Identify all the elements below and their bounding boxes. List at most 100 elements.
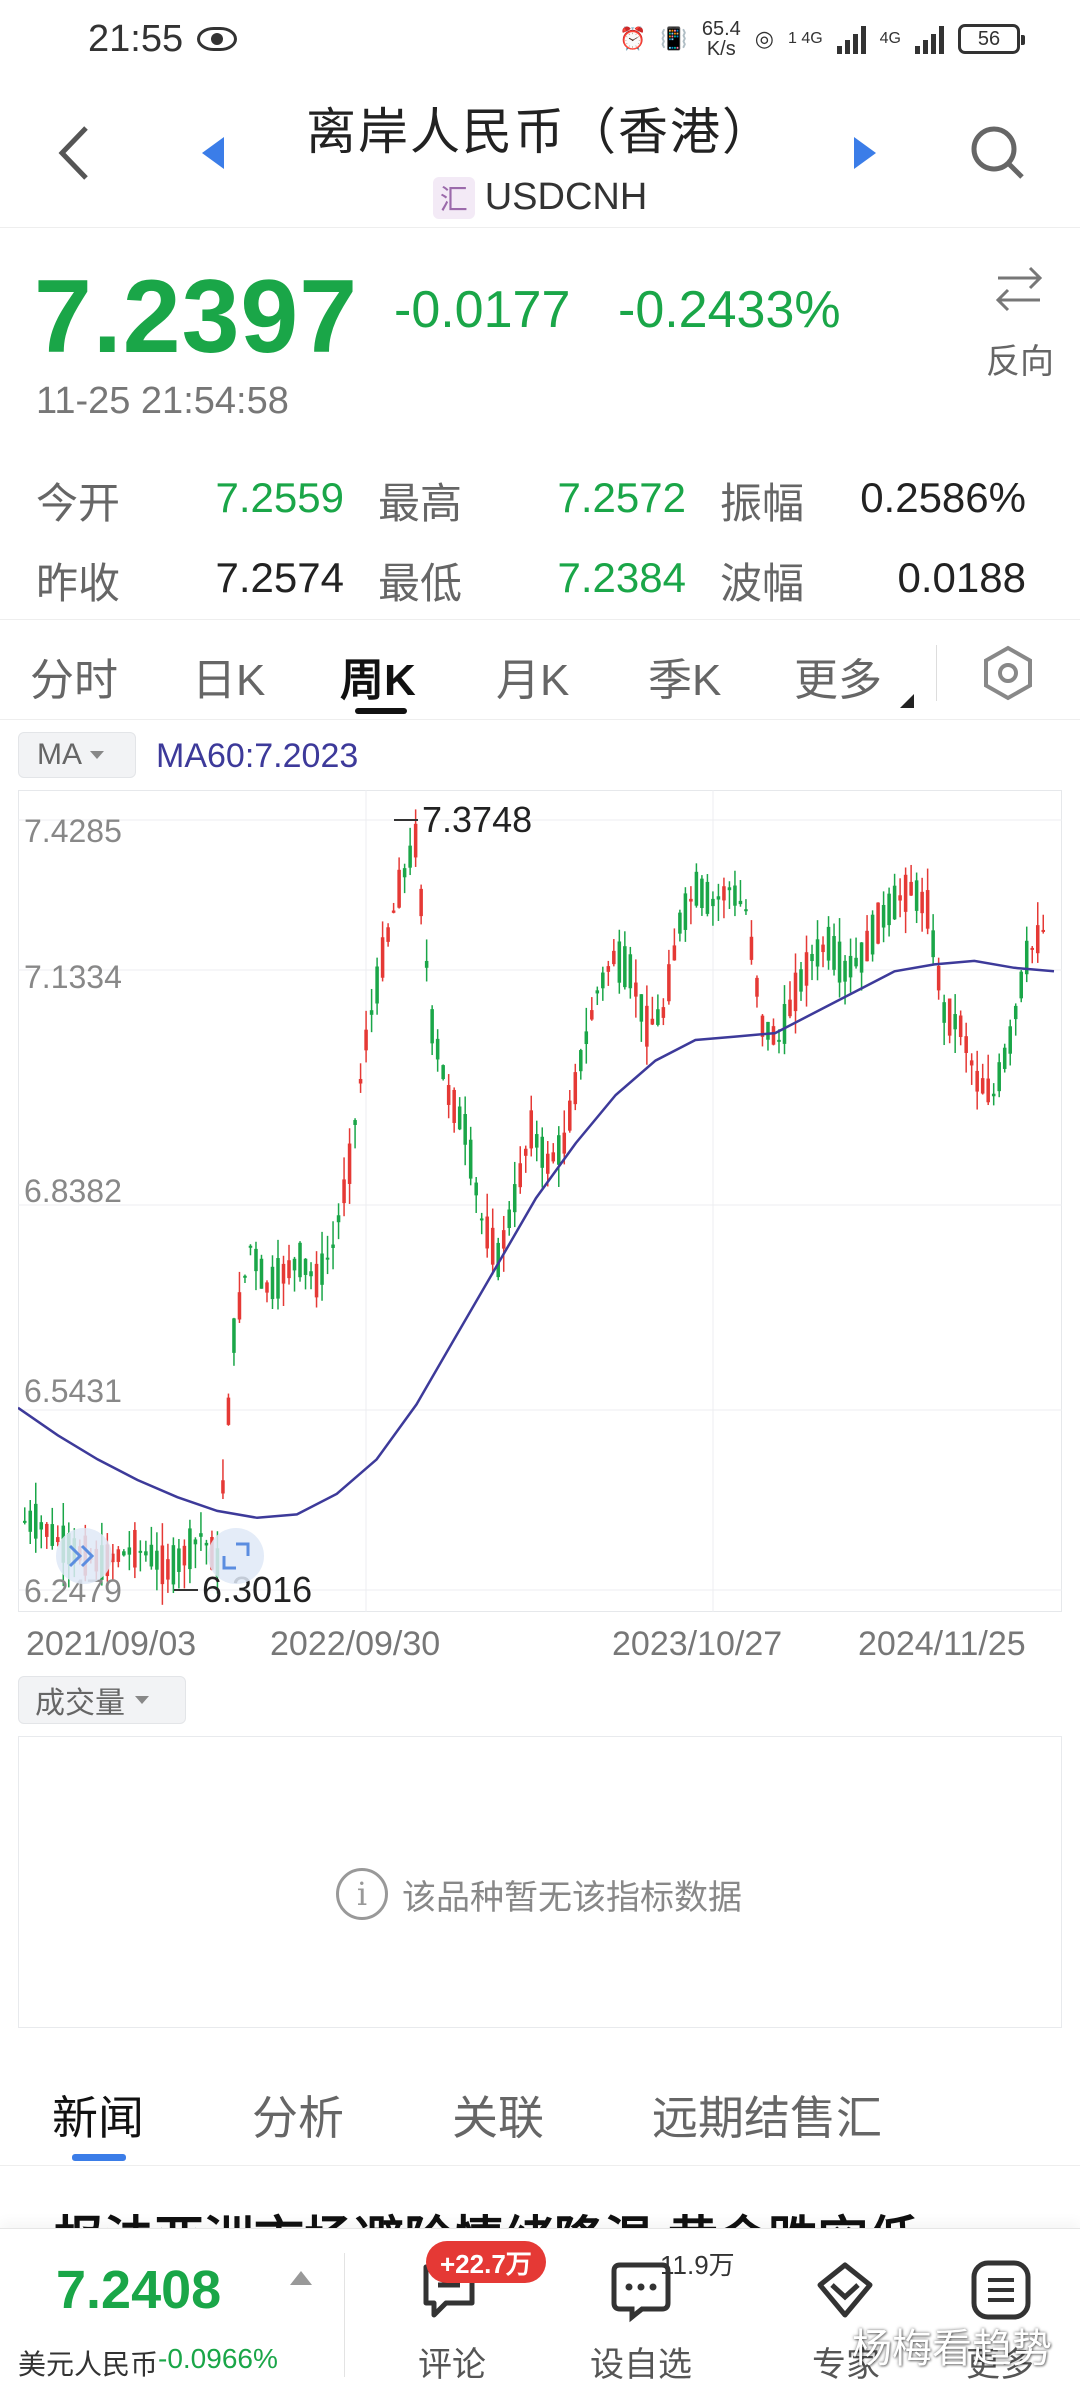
candle-body bbox=[303, 1258, 308, 1275]
candle-body bbox=[276, 1258, 280, 1299]
candle-body bbox=[969, 1060, 974, 1066]
reverse-button[interactable]: 反向 bbox=[986, 343, 1054, 381]
candle-body bbox=[903, 874, 908, 912]
candle-body bbox=[942, 1002, 946, 1023]
x-tick-label: 2021/09/03 bbox=[26, 1625, 197, 1663]
prev-close-label: 昨收 bbox=[36, 560, 121, 607]
candle-body bbox=[650, 1018, 655, 1025]
candle-body bbox=[799, 969, 803, 992]
volume-empty-message: 该品种暂无该指标数据 bbox=[402, 1878, 742, 1917]
related-price[interactable]: 7.2408 bbox=[56, 2260, 222, 2320]
expert-icon[interactable] bbox=[812, 2257, 878, 2323]
candle-body bbox=[859, 942, 864, 973]
candle-body bbox=[166, 1559, 170, 1580]
battery-icon: 56 bbox=[958, 24, 1025, 54]
tab-news[interactable]: 新闻 bbox=[52, 2092, 144, 2144]
tab-more[interactable]: 更多 bbox=[794, 656, 882, 705]
candle-body bbox=[182, 1545, 187, 1566]
candle-body bbox=[479, 1218, 484, 1221]
candle-body bbox=[826, 926, 831, 961]
status-time: 21:55 bbox=[88, 17, 184, 60]
candle-body bbox=[254, 1248, 258, 1272]
more-button[interactable]: 更多 bbox=[966, 2346, 1034, 2384]
quote-summary: 7.2397 -0.0177 -0.2433% 11-25 21:54:58 反… bbox=[0, 228, 1080, 443]
candle-body bbox=[931, 930, 935, 958]
candle-body bbox=[430, 1009, 434, 1044]
tab-related[interactable]: 关联 bbox=[452, 2092, 544, 2144]
candle-body bbox=[116, 1549, 121, 1562]
open-value: 7.2559 bbox=[215, 474, 344, 521]
back-icon[interactable] bbox=[50, 118, 100, 188]
comment-button[interactable]: 评论 bbox=[418, 2346, 486, 2384]
candle-body bbox=[34, 1503, 38, 1539]
candle-body bbox=[579, 1050, 583, 1072]
candle-body bbox=[716, 896, 721, 900]
related-name[interactable]: 美元人民币 bbox=[18, 2349, 159, 2380]
watchlist-icon[interactable] bbox=[608, 2257, 674, 2323]
candle-body bbox=[375, 966, 379, 1004]
previous-instrument-icon[interactable] bbox=[198, 133, 228, 173]
tab-monthly[interactable]: 月K bbox=[496, 656, 570, 705]
candle-body bbox=[914, 880, 919, 911]
candle-body bbox=[925, 890, 930, 929]
y-tick-label: 6.5431 bbox=[24, 1373, 122, 1409]
candle-body bbox=[402, 868, 407, 878]
period-tabs: 分时 日K 周K 月K 季K 更多 bbox=[0, 620, 1080, 720]
search-icon[interactable] bbox=[968, 123, 1028, 183]
candle-body bbox=[331, 1244, 335, 1248]
tab-intraday[interactable]: 分时 bbox=[30, 656, 118, 705]
candle-body bbox=[964, 1036, 968, 1053]
tab-analysis[interactable]: 分析 bbox=[252, 2092, 344, 2144]
range-value: 0.0188 bbox=[897, 554, 1026, 601]
max-price-label: 7.3748 bbox=[422, 799, 532, 840]
tab-weekly[interactable]: 周K bbox=[340, 656, 416, 705]
candle-body bbox=[1030, 947, 1034, 950]
open-label: 今开 bbox=[36, 480, 121, 527]
swap-icon[interactable] bbox=[992, 264, 1046, 314]
candle-body bbox=[347, 1143, 352, 1184]
candle-body bbox=[149, 1544, 154, 1567]
candle-body bbox=[127, 1547, 132, 1555]
price-change: -0.0177 bbox=[394, 281, 571, 339]
candle-body bbox=[199, 1533, 203, 1537]
price-chart[interactable]: 7.4285 7.1334 6.8382 6.5431 6.2479 7.3748 6.… bbox=[18, 790, 1062, 1612]
expand-up-icon[interactable] bbox=[290, 2271, 312, 2285]
expert-button[interactable]: 专家 bbox=[812, 2346, 880, 2384]
indicator-selector[interactable]: MA bbox=[18, 732, 136, 778]
candle-body bbox=[391, 910, 396, 913]
candles bbox=[22, 809, 1046, 1605]
candle-body bbox=[606, 966, 611, 972]
menu-icon[interactable] bbox=[968, 2257, 1034, 2323]
candle-body bbox=[744, 909, 748, 912]
candle-body bbox=[507, 1209, 511, 1228]
next-instrument-icon[interactable] bbox=[850, 133, 880, 173]
prev-close-value: 7.2574 bbox=[215, 554, 344, 601]
tab-daily[interactable]: 日K bbox=[192, 656, 266, 705]
volume-indicator-selector[interactable]: 成交量 bbox=[18, 1676, 186, 1724]
tab-forward-fx[interactable]: 远期结售汇 bbox=[652, 2092, 882, 2144]
candle-body bbox=[986, 1078, 990, 1103]
candle-body bbox=[111, 1553, 115, 1563]
add-watchlist-button[interactable]: 设自选 bbox=[590, 2346, 692, 2384]
low-label: 最低 bbox=[378, 560, 463, 607]
signal-2-icon bbox=[915, 24, 944, 54]
candle-body bbox=[364, 1029, 368, 1051]
speed-value: 65.4 bbox=[701, 18, 741, 40]
tab-quarterly[interactable]: 季K bbox=[648, 656, 722, 705]
candle-body bbox=[457, 1106, 462, 1130]
candle-body bbox=[947, 998, 952, 1036]
candle-body bbox=[991, 1093, 996, 1097]
candle-body bbox=[766, 1021, 770, 1040]
candle-body bbox=[595, 990, 600, 994]
candle-body bbox=[722, 886, 726, 901]
candle-body bbox=[760, 1015, 765, 1037]
candle-body bbox=[529, 1110, 534, 1149]
candle-body bbox=[45, 1523, 49, 1537]
symbol-text: USDCNH bbox=[484, 176, 648, 218]
candle-body bbox=[309, 1271, 313, 1277]
candle-body bbox=[397, 869, 401, 908]
range-label: 波幅 bbox=[720, 560, 805, 607]
settings-icon[interactable] bbox=[980, 645, 1036, 701]
candle-body bbox=[342, 1179, 346, 1204]
